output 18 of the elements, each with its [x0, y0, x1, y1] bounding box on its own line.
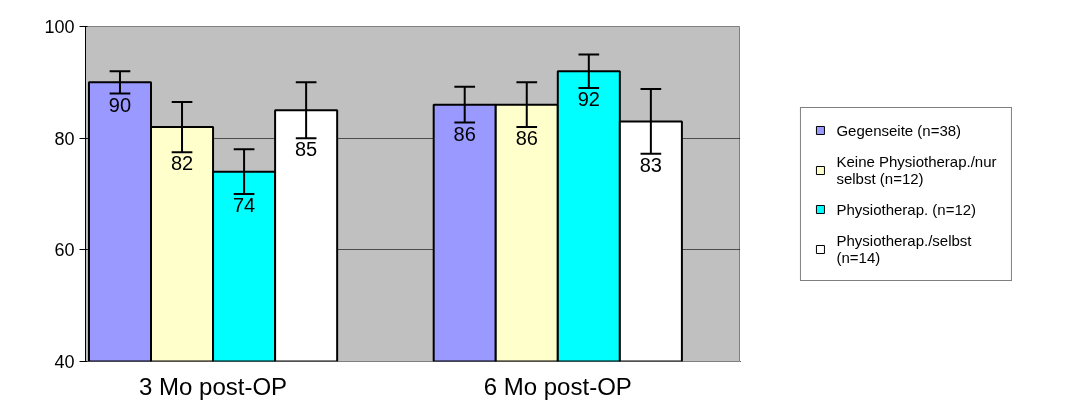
legend-label: Physiotherap. (n=12) [836, 200, 977, 218]
y-tick-label: 40 [54, 352, 75, 372]
data-label: 86 [515, 127, 538, 149]
x-tick-label: 6 Mo post-OP [483, 372, 632, 400]
data-label: 85 [295, 138, 318, 161]
data-label: 82 [170, 152, 194, 175]
data-label: 83 [639, 153, 662, 176]
data-label: 86 [453, 122, 476, 145]
y-tick-label: 80 [54, 128, 75, 149]
legend-label: Keine Physiotherap./nur selbst (n=12) [836, 152, 997, 187]
x-tick-label: 3 Mo post-OP [139, 372, 288, 400]
legend-label: Physiotherap./selbst (n=14) [836, 231, 972, 266]
y-tick-label: 100 [44, 17, 75, 37]
data-label: 74 [232, 194, 256, 216]
data-label: 92 [577, 87, 600, 110]
data-label: 90 [108, 93, 132, 116]
y-tick-label: 60 [54, 240, 75, 261]
legend-label: Gegenseite (n=38) [836, 121, 962, 139]
